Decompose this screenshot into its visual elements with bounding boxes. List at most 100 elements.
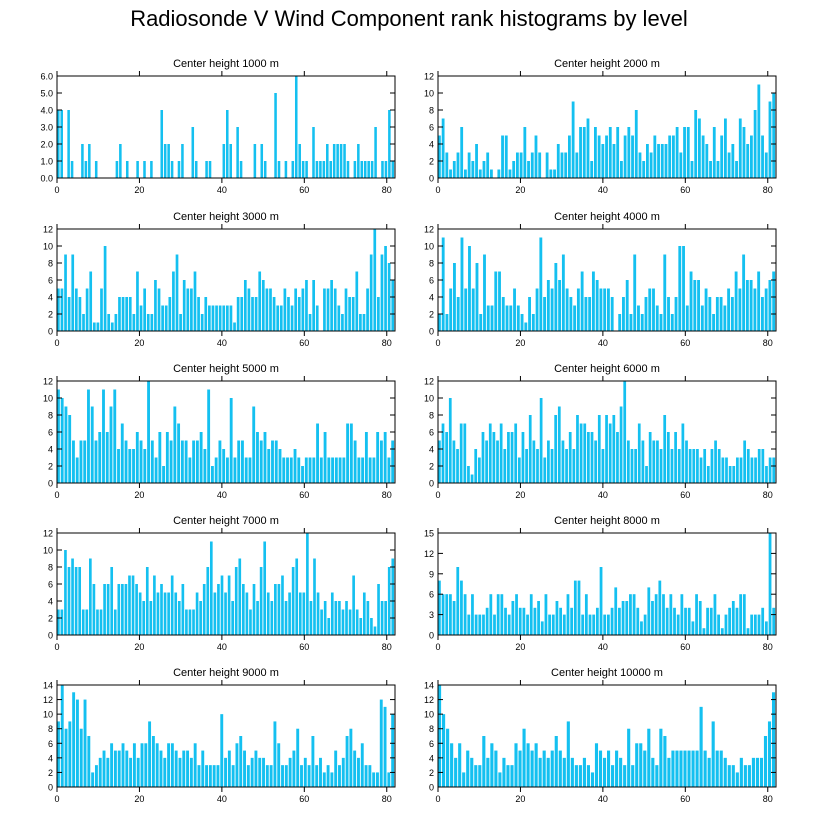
histogram-bar <box>150 314 154 331</box>
histogram-bar <box>57 389 60 483</box>
histogram-bar <box>110 322 114 331</box>
x-tick-label: 40 <box>217 642 227 652</box>
histogram-bar <box>100 288 103 331</box>
histogram-bar <box>281 765 284 787</box>
histogram-bar <box>253 144 257 178</box>
histogram-bar <box>332 144 336 178</box>
y-tick-label: 14 <box>43 681 53 691</box>
histogram-bar <box>625 280 629 331</box>
histogram-bar <box>114 314 118 331</box>
histogram-bar <box>74 288 78 331</box>
x-tick-label: 40 <box>217 185 227 195</box>
histogram-bar <box>364 432 368 483</box>
histogram-bar <box>60 288 64 331</box>
histogram-bar <box>345 736 349 787</box>
histogram-bar <box>246 765 250 787</box>
histogram-bar <box>449 169 452 178</box>
y-tick-label: 6 <box>48 580 53 590</box>
histogram-bar <box>623 765 627 787</box>
histogram-bar <box>271 440 274 483</box>
histogram-bar <box>441 118 445 178</box>
histogram-bar <box>753 288 757 331</box>
x-tick-label: 0 <box>54 338 59 348</box>
histogram-bar <box>110 567 114 635</box>
histogram-bar <box>366 288 369 331</box>
y-tick-label: 0 <box>48 479 53 489</box>
histogram-bar <box>387 772 391 787</box>
histogram-bar <box>283 288 287 331</box>
histogram-bar <box>388 110 391 178</box>
histogram-bar <box>464 169 467 178</box>
histogram-bar <box>478 614 482 635</box>
histogram-bar <box>711 721 715 787</box>
histogram-bar <box>113 609 117 635</box>
histogram-bar <box>368 457 372 483</box>
histogram-bar <box>263 432 267 483</box>
histogram-bar <box>670 314 674 331</box>
histogram-bar <box>727 288 731 331</box>
histogram-bar <box>448 398 452 483</box>
histogram-bar <box>369 254 373 331</box>
histogram-bar <box>507 432 510 483</box>
histogram-bar <box>282 457 286 483</box>
histogram-bar <box>135 584 138 635</box>
histogram-bar <box>146 314 150 331</box>
histogram-bar <box>581 614 585 635</box>
x-tick-label: 40 <box>598 185 608 195</box>
histogram-bar <box>189 757 193 787</box>
histogram-bar <box>181 584 185 635</box>
histogram-bar <box>652 440 656 483</box>
histogram-bar <box>576 288 580 331</box>
histogram-bar <box>277 743 281 787</box>
histogram-bar <box>241 440 244 483</box>
histogram-bar <box>460 127 464 178</box>
histogram-bar <box>339 144 343 178</box>
histogram-bar <box>384 246 387 331</box>
histogram-bar <box>679 152 683 178</box>
histogram-bar <box>590 161 594 178</box>
histogram-bar <box>362 314 366 331</box>
histogram-bar <box>384 601 387 635</box>
histogram-bar <box>124 584 128 635</box>
histogram-bar <box>594 743 599 787</box>
histogram-bar <box>99 609 103 635</box>
histogram-bar <box>582 757 586 787</box>
y-tick-label: 6.0 <box>40 72 53 82</box>
histogram-bar <box>363 161 367 178</box>
histogram-bar <box>438 135 441 178</box>
histogram-bar <box>638 152 642 178</box>
histogram-bar <box>610 297 614 331</box>
histogram-bar <box>144 743 148 787</box>
histogram-bar <box>154 280 157 331</box>
y-tick-label: 0 <box>48 783 53 793</box>
histogram-bar <box>749 280 753 331</box>
histogram-bar <box>373 229 377 331</box>
x-tick-label: 80 <box>382 642 392 652</box>
histogram-bar <box>746 449 750 483</box>
histogram-bar <box>695 594 698 635</box>
histogram-bar <box>611 765 615 787</box>
histogram-bar <box>470 757 474 787</box>
histogram-bar <box>297 297 301 331</box>
histogram-bar <box>482 614 485 635</box>
histogram-bar <box>391 558 395 635</box>
histogram-bar <box>644 297 648 331</box>
histogram-bar <box>549 169 553 178</box>
histogram-bar <box>177 161 181 178</box>
histogram-bar <box>239 736 243 787</box>
x-tick-label: 60 <box>680 642 690 652</box>
histogram-bar <box>681 423 685 483</box>
histogram-bar <box>735 772 739 787</box>
histogram-bar <box>512 161 516 178</box>
histogram-bar <box>136 757 140 787</box>
histogram-bar <box>278 449 282 483</box>
histogram-bar <box>231 765 235 787</box>
histogram-bar <box>590 432 594 483</box>
histogram-bar <box>485 440 488 483</box>
histogram-bar <box>136 271 139 331</box>
panel-4: Center height 4000 m 0 2 4 6 8 10 12 0 20 40 60 80 <box>424 211 777 348</box>
x-tick-label: 60 <box>680 185 690 195</box>
x-tick-label: 20 <box>515 794 525 804</box>
x-tick-label: 20 <box>134 185 144 195</box>
